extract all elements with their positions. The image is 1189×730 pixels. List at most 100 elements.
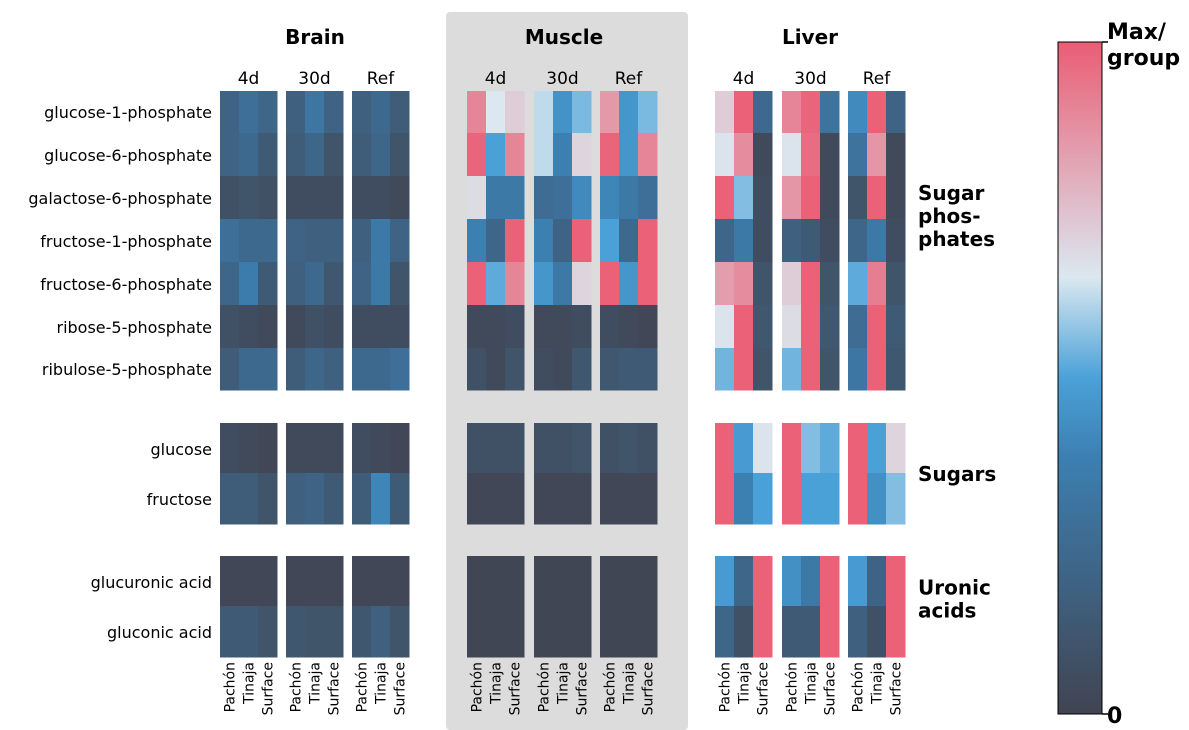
heatmap-cell-muscle <box>572 219 592 263</box>
heatmap-cell-liver <box>715 219 735 263</box>
heatmap-cell-brain <box>258 556 278 607</box>
heatmap-cell-muscle <box>600 556 620 607</box>
heatmap-cell-liver <box>715 305 735 349</box>
heatmap-cell-liver <box>886 176 906 220</box>
heatmap-cell-muscle <box>467 133 487 177</box>
heatmap-cell-liver <box>734 423 754 474</box>
population-label: Tinaja <box>489 662 505 705</box>
population-label: Pachón <box>537 662 553 712</box>
heatmap-cell-liver <box>734 91 754 135</box>
heatmap-cell-muscle <box>600 133 620 177</box>
heatmap-cell-liver <box>886 91 906 135</box>
heatmap-cell-brain <box>258 348 278 391</box>
heatmap-cell-brain <box>258 133 278 177</box>
heatmap-cell-brain <box>324 556 344 607</box>
heatmap-cell-muscle <box>467 91 487 135</box>
heatmap-cell-liver <box>801 91 821 135</box>
heatmap-cell-muscle <box>600 423 620 474</box>
heatmap-cell-brain <box>286 473 306 525</box>
heatmap-cell-liver <box>715 91 735 135</box>
heatmap-cell-liver <box>820 305 840 349</box>
heatmap-cell-brain <box>324 133 344 177</box>
heatmap-cell-liver <box>715 176 735 220</box>
heatmap-cell-liver <box>820 176 840 220</box>
condition-label: 4d <box>733 69 755 89</box>
heatmap-cell-brain <box>305 348 325 391</box>
heatmap-cell-liver <box>801 133 821 177</box>
heatmap-cell-muscle <box>553 556 573 607</box>
heatmap-cell-brain <box>220 133 240 177</box>
heatmap-cell-muscle <box>534 176 554 220</box>
heatmap-cell-brain <box>239 556 259 607</box>
heatmap-cell-liver <box>820 219 840 263</box>
heatmap-cell-liver <box>753 473 773 525</box>
heatmap-cell-muscle <box>534 556 554 607</box>
heatmap-cell-liver <box>734 348 754 391</box>
heatmap-cell-muscle <box>553 305 573 349</box>
heatmap-cell-muscle <box>486 262 506 306</box>
heatmap-cell-liver <box>848 423 868 474</box>
heatmap-cell-muscle <box>600 219 620 263</box>
heatmap-cell-brain <box>258 91 278 135</box>
heatmap-cell-brain <box>220 473 240 525</box>
heatmap-cell-brain <box>324 348 344 391</box>
heatmap-cell-liver <box>782 262 802 306</box>
heatmap-cell-liver <box>820 91 840 135</box>
heatmap-cell-brain <box>352 556 372 607</box>
heatmap-cell-muscle <box>572 262 592 306</box>
heatmap-cell-muscle <box>638 176 658 220</box>
heatmap-cell-liver <box>801 176 821 220</box>
heatmap-cell-liver <box>753 262 773 306</box>
heatmap-cell-liver <box>715 262 735 306</box>
heatmap-cell-muscle <box>467 219 487 263</box>
heatmap-cell-brain <box>286 262 306 306</box>
heatmap-cell-brain <box>352 133 372 177</box>
heatmap-cell-muscle <box>505 606 525 658</box>
metabolite-label: glucose <box>150 440 212 459</box>
heatmap-cell-muscle <box>486 133 506 177</box>
heatmap-cell-liver <box>734 556 754 607</box>
heatmap-cell-muscle <box>534 91 554 135</box>
heatmap-cell-muscle <box>467 262 487 306</box>
metabolite-label: ribose-5-phosphate <box>56 318 212 337</box>
heatmap-cell-brain <box>239 262 259 306</box>
heatmap-cell-liver <box>886 219 906 263</box>
heatmap-cell-liver <box>801 219 821 263</box>
heatmap-cell-liver <box>867 133 887 177</box>
heatmap-cell-brain <box>239 423 259 474</box>
heatmap-cell-muscle <box>534 606 554 658</box>
heatmap-cell-brain <box>371 556 391 607</box>
population-label: Surface <box>508 662 524 715</box>
heatmap-cell-liver <box>886 473 906 525</box>
heatmap-cell-muscle <box>534 305 554 349</box>
heatmap-cell-muscle <box>638 262 658 306</box>
metabolite-label: fructose-6-phosphate <box>40 275 212 294</box>
heatmap-cell-muscle <box>600 348 620 391</box>
heatmap-cell-liver <box>801 606 821 658</box>
heatmap-cell-brain <box>286 176 306 220</box>
heatmap-cell-liver <box>886 423 906 474</box>
population-label: Surface <box>575 662 591 715</box>
heatmap-cell-muscle <box>553 423 573 474</box>
heatmap-cell-brain <box>390 219 410 263</box>
heatmap-cell-muscle <box>572 423 592 474</box>
metabolite-label: ribulose-5-phosphate <box>42 360 212 379</box>
heatmap-cell-brain <box>239 219 259 263</box>
heatmap-cell-liver <box>734 262 754 306</box>
heatmap-cell-muscle <box>467 606 487 658</box>
metabolite-label: fructose-1-phosphate <box>40 232 212 251</box>
heatmap-cell-brain <box>286 348 306 391</box>
heatmap-cell-brain <box>305 91 325 135</box>
heatmap-cell-liver <box>820 606 840 658</box>
heatmap-cell-brain <box>390 133 410 177</box>
heatmap-cell-brain <box>239 606 259 658</box>
colorbar-min-label: 0 <box>1107 704 1122 729</box>
heatmap-cell-liver <box>867 91 887 135</box>
population-label: Surface <box>261 662 277 715</box>
heatmap-cell-liver <box>848 473 868 525</box>
heatmap-cell-brain <box>390 606 410 658</box>
heatmap-cell-muscle <box>505 133 525 177</box>
heatmap-cell-muscle <box>467 305 487 349</box>
heatmap-cell-liver <box>867 423 887 474</box>
heatmap-cell-muscle <box>638 91 658 135</box>
